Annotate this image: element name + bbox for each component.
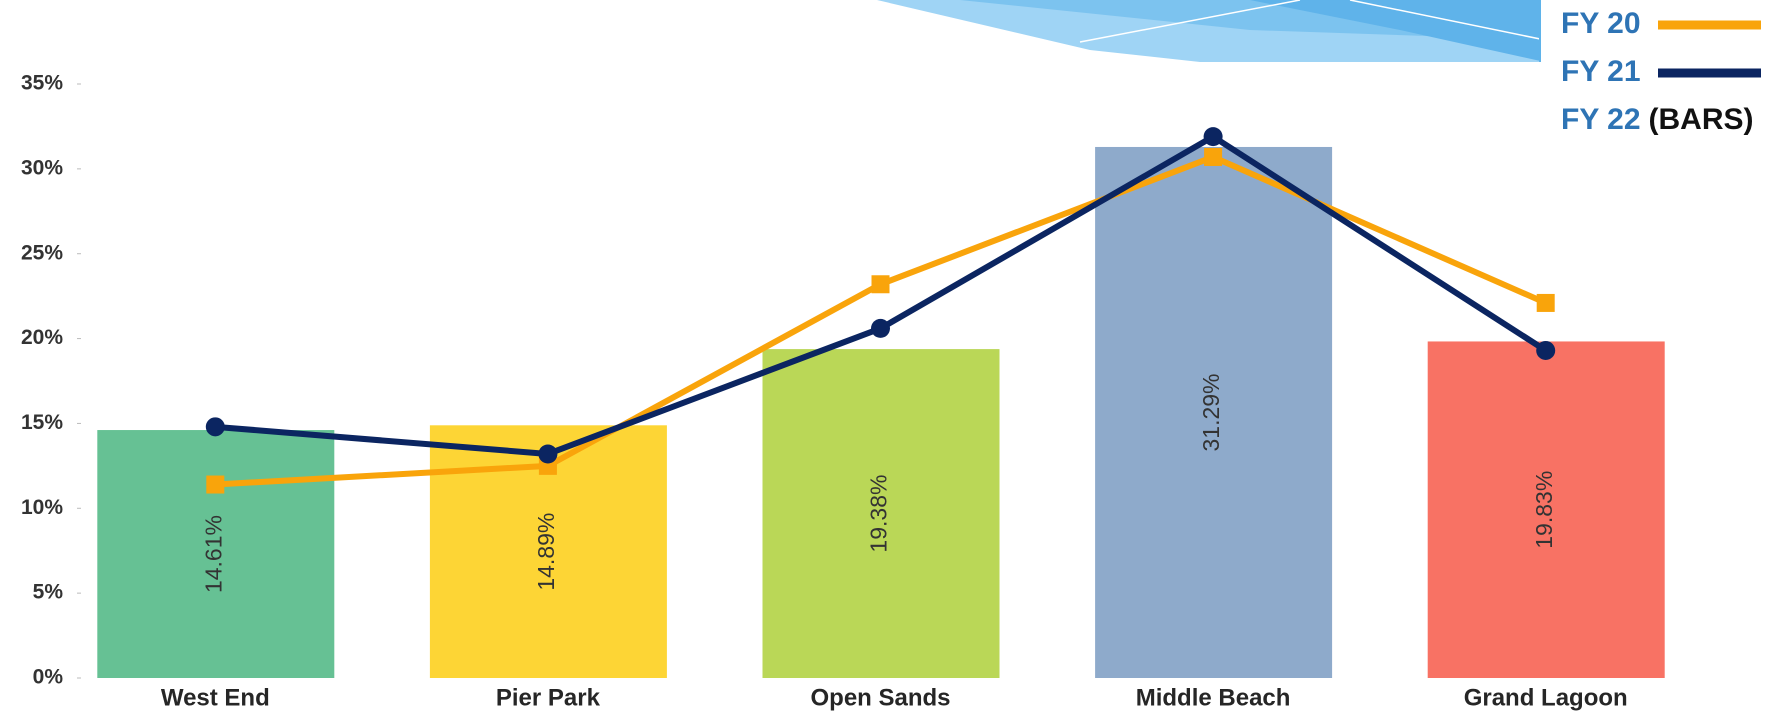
legend-label: FY 22 — [1561, 103, 1641, 136]
marker — [206, 475, 225, 494]
x-tick-label: Pier Park — [496, 684, 601, 711]
legend-note: (BARS) — [1649, 103, 1754, 136]
y-tick-label: 10% — [21, 496, 63, 519]
bar — [97, 430, 335, 678]
marker — [1536, 340, 1556, 360]
y-tick-label: 35% — [21, 72, 63, 95]
marker — [1536, 293, 1555, 312]
y-tick-label: 0% — [33, 666, 64, 689]
bar — [762, 349, 1000, 678]
bar-label: 31.29% — [1198, 373, 1224, 451]
decor-swoosh — [877, 0, 1546, 62]
marker — [1204, 147, 1223, 166]
y-tick-label: 15% — [21, 411, 63, 434]
y-tick-label: 5% — [33, 581, 64, 604]
bar — [1427, 341, 1665, 678]
marker — [1203, 127, 1223, 147]
legend-label: FY 20 — [1561, 7, 1641, 40]
x-tick-label: West End — [161, 684, 270, 711]
marker — [538, 444, 558, 464]
x-tick-label: Middle Beach — [1136, 684, 1291, 711]
bar-label: 14.61% — [200, 515, 226, 593]
bar-label: 19.83% — [1531, 471, 1557, 549]
marker — [871, 275, 890, 294]
y-tick-label: 20% — [21, 326, 63, 349]
marker — [871, 318, 890, 338]
legend-label: FY 21 — [1561, 55, 1641, 88]
y-tick-label: 30% — [21, 156, 63, 179]
y-tick-label: 25% — [21, 241, 63, 264]
marker — [205, 417, 225, 437]
bar — [1095, 146, 1333, 679]
bar-label: 14.89% — [533, 513, 559, 591]
x-tick-label: Grand Lagoon — [1464, 684, 1628, 711]
x-tick-label: Open Sands — [810, 684, 950, 711]
bar-label: 19.38% — [866, 475, 892, 553]
